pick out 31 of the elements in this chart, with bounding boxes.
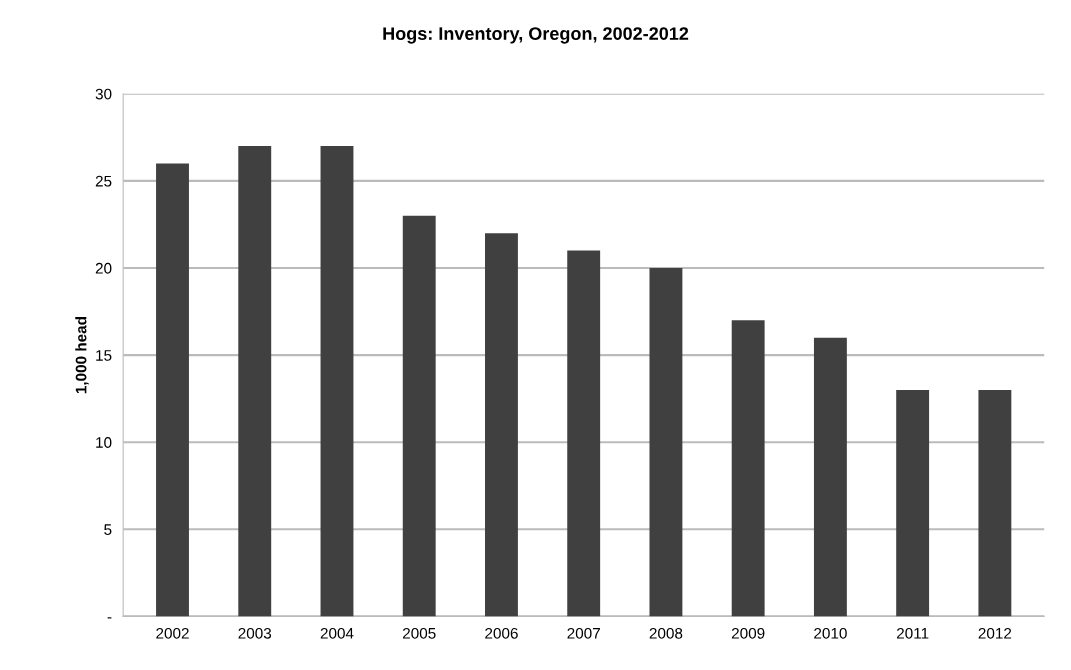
bar [238,146,272,617]
y-tick-label: 10 [96,437,112,448]
y-tick-label: 5 [104,524,112,535]
bar [567,250,601,617]
y-tick-label: 15 [96,350,112,361]
bar [402,215,436,617]
y-axis-title: 1,000 head [75,317,89,394]
y-tick-label: 20 [95,262,112,274]
x-tick-label: 2006 [485,627,518,639]
x-tick-label: 2011 [896,627,929,639]
y-tick-label: 30 [95,88,112,100]
x-tick-label: 2012 [978,627,1012,639]
x-tick-label: 2004 [320,627,354,639]
y-tick-label: 25 [95,175,112,187]
bar [156,163,189,617]
x-tick-label: 2009 [731,627,765,639]
x-tick-label: 2002 [156,627,189,639]
bar [978,389,1012,617]
bar [485,233,518,617]
bar [731,320,765,617]
x-tick-label: 2010 [814,627,847,639]
bar [320,146,354,617]
chart-title: Hogs: Inventory, Oregon, 2002-2012 [383,27,689,44]
x-tick-label: 2007 [567,627,600,639]
y-tick-label: - [107,617,112,619]
x-tick-label: 2003 [238,627,272,639]
bar [896,389,930,617]
bar [649,268,683,617]
bar [813,337,847,617]
x-tick-label: 2005 [403,627,436,639]
x-tick-label: 2008 [649,627,683,639]
